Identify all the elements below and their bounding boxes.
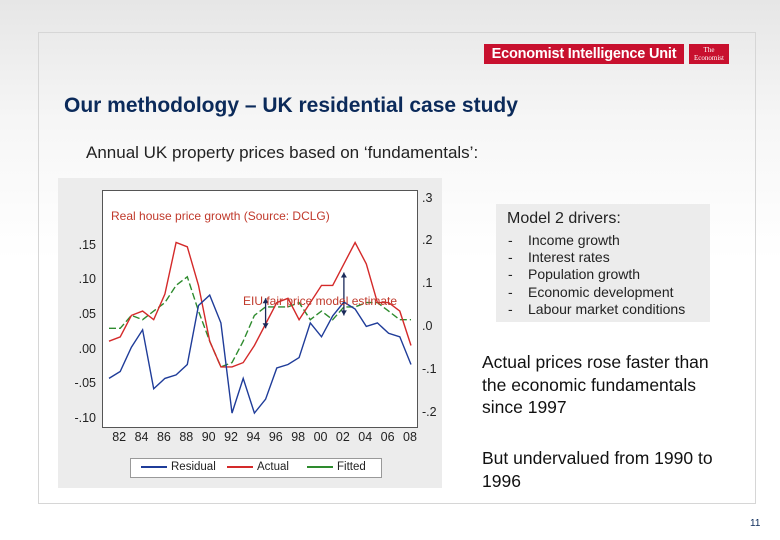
x-tick-label: 98	[291, 430, 306, 444]
right-tick-label: -.1	[422, 362, 437, 377]
drivers-list: - Income growth - Interest rates - Populati…	[508, 232, 685, 318]
legend-label-actual: Actual	[257, 461, 289, 473]
legend-label-residual: Residual	[171, 461, 216, 473]
page-number: 11	[750, 518, 761, 529]
legend-item-fitted: Fitted	[307, 461, 366, 473]
legend-item-residual: Residual	[141, 461, 216, 473]
driver-item: - Population growth	[508, 266, 641, 283]
right-tick-label: .0	[422, 319, 433, 334]
x-tick-label: 08	[403, 430, 417, 444]
x-tick-label: 94	[246, 430, 261, 444]
series-line-actual	[108, 240, 412, 368]
legend-swatch-residual	[141, 466, 167, 468]
left-tick-label: .10	[78, 272, 96, 287]
commentary-overvalued: Actual prices rose faster than the econo…	[482, 352, 709, 417]
page-subtitle: Annual UK property prices based on ‘fund…	[86, 143, 479, 162]
gap-arrow-2002	[340, 272, 347, 316]
driver-item: - Labour market conditions	[508, 300, 686, 317]
x-tick-label: 06	[380, 430, 395, 444]
eiu-logo: Economist Intelligence Unit	[484, 44, 684, 64]
chart-legend: Residual Actual Fitted	[130, 458, 382, 478]
x-tick-label: 04	[358, 430, 373, 444]
right-tick-label: .2	[422, 233, 433, 248]
driver-label: Income growth	[528, 232, 620, 248]
x-tick-label: 88	[179, 430, 194, 444]
legend-item-actual: Actual	[227, 461, 289, 473]
drivers-title: Model 2 drivers:	[507, 210, 621, 227]
driver-item: - Interest rates	[508, 249, 610, 266]
x-tick-label: 92	[224, 430, 238, 444]
gap-arrow-1995	[262, 298, 269, 329]
left-tick-label: .15	[78, 237, 96, 252]
legend-swatch-fitted	[307, 466, 333, 468]
legend-swatch-actual	[227, 466, 253, 468]
economist-logo: The Economist	[689, 44, 729, 64]
x-tick-label: 90	[201, 430, 216, 444]
legend-label-fitted: Fitted	[337, 461, 366, 473]
plot-area	[102, 190, 418, 428]
driver-label: Economic development	[528, 283, 674, 300]
series-line-fitted	[109, 275, 411, 368]
left-tick-label: .05	[78, 306, 96, 321]
chart-annotation-actual: Real house price growth (Source: DCLG)	[111, 209, 330, 223]
driver-label: Population growth	[528, 266, 641, 283]
x-tick-label: 02	[335, 430, 350, 444]
x-tick-label: 86	[156, 430, 171, 444]
driver-item: - Economic development	[508, 283, 674, 300]
chart-svg	[108, 240, 412, 415]
left-tick-label: -.10	[74, 411, 96, 426]
drivers-box	[496, 204, 710, 322]
x-tick-label: 00	[313, 430, 328, 444]
right-tick-label: .3	[422, 190, 433, 205]
driver-label: Labour market conditions	[528, 300, 686, 317]
page-title: Our methodology – UK residential case st…	[64, 94, 518, 117]
right-tick-label: .1	[422, 276, 433, 291]
right-tick-label: -.2	[422, 405, 437, 420]
left-tick-label: -.05	[74, 376, 96, 391]
x-tick-label: 82	[112, 430, 127, 444]
slide-frame	[38, 32, 756, 504]
x-tick-label: 84	[134, 430, 149, 444]
commentary-undervalued: But undervalued from 1990 to 1996	[482, 448, 713, 491]
left-tick-label: .00	[78, 341, 96, 356]
x-tick-label: 96	[268, 430, 283, 444]
driver-item: - Income growth	[508, 232, 620, 248]
series-line-residual	[108, 293, 412, 415]
driver-label: Interest rates	[528, 249, 610, 266]
chart-annotation-fitted: EIU fair price model estimate	[243, 294, 398, 308]
